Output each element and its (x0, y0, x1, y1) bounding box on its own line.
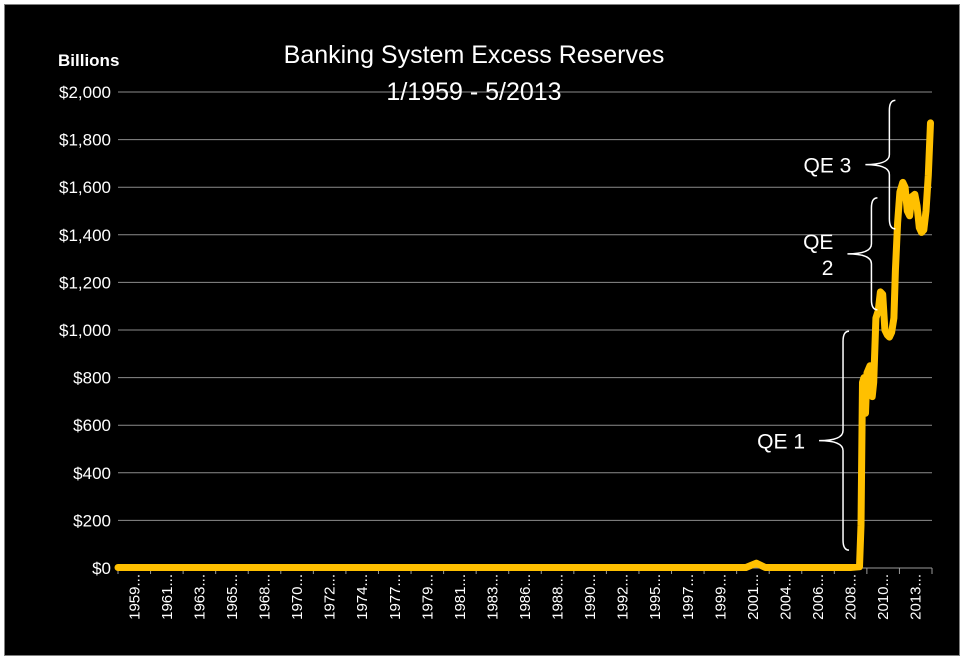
annotation-brace (819, 330, 850, 551)
y-tick-label: $400 (73, 464, 111, 483)
y-tick-label: $0 (92, 559, 111, 578)
x-tick-label: 2006... (810, 574, 827, 620)
x-tick-label: 1981... (452, 574, 469, 620)
x-tick-label: 1990... (582, 574, 599, 620)
chart-frame: $0 $200 $400 $600 $800 $1,000 $1,200 $1,400 $1,6… (4, 4, 960, 656)
x-tick-label: 1970... (289, 574, 306, 620)
x-tick-label: 2008... (843, 574, 860, 620)
x-tick-label: 2001... (745, 574, 762, 620)
x-tick-label: 1997... (680, 574, 697, 620)
annotation-label: QE 1 (757, 431, 805, 454)
x-axis-ticks: 1959... 1961... 1963... 1965... 1968... 1970.… (126, 574, 924, 620)
x-tick-label: 1988... (550, 574, 567, 620)
y-tick-label: $1,200 (59, 273, 111, 292)
x-tick-label: 1968... (257, 574, 274, 620)
x-tick-label: 1999... (712, 574, 729, 620)
annotation-brace (865, 99, 896, 230)
series-line (114, 119, 934, 571)
x-tick-label: 1972... (322, 574, 339, 620)
annotation-label: 2 (822, 257, 834, 280)
y-tick-label: $1,600 (59, 178, 111, 197)
x-tick-label: 1977... (387, 574, 404, 620)
y-tick-label: $2,000 (59, 83, 111, 102)
x-tick-label: 1986... (517, 574, 534, 620)
grid-lines (118, 91, 932, 521)
x-tick-label: 1979... (419, 574, 436, 620)
y-tick-label: $200 (73, 511, 111, 530)
y-tick-label: $800 (73, 369, 111, 388)
chart-title: Banking System Excess Reserves (284, 41, 665, 69)
annotation-brace (847, 197, 878, 311)
annotation-label: QE (803, 231, 833, 254)
x-tick-label: 2010... (875, 574, 892, 620)
x-tick-label: 2004... (778, 574, 795, 620)
y-axis-ticks: $0 $200 $400 $600 $800 $1,000 $1,200 $1,400 $1,6… (59, 83, 111, 578)
x-tick-label: 1963... (191, 574, 208, 620)
y-tick-label: $1,800 (59, 131, 111, 150)
x-tick-label: 1959... (126, 574, 143, 620)
y-tick-label: $600 (73, 416, 111, 435)
excess-reserves-chart: $0 $200 $400 $600 $800 $1,000 $1,200 $1,400 $1,6… (58, 41, 934, 620)
x-tick-label: 1992... (615, 574, 632, 620)
x-tick-label: 2013... (908, 574, 925, 620)
x-tick-label: 1961... (159, 574, 176, 620)
qe-annotations: QE 3 QE 2 QE 1 (757, 99, 896, 551)
x-tick-label: 1965... (224, 574, 241, 620)
annotation-label: QE 3 (804, 155, 852, 178)
y-tick-label: $1,000 (59, 321, 111, 340)
series-layer (114, 119, 934, 571)
y-tick-label: $1,400 (59, 226, 111, 245)
x-tick-label: 1995... (647, 574, 664, 620)
x-tick-label: 1983... (484, 574, 501, 620)
chart-subtitle: 1/1959 - 5/2013 (386, 78, 561, 106)
x-tick-label: 1974... (354, 574, 371, 620)
y-unit-label: Billions (58, 51, 119, 70)
